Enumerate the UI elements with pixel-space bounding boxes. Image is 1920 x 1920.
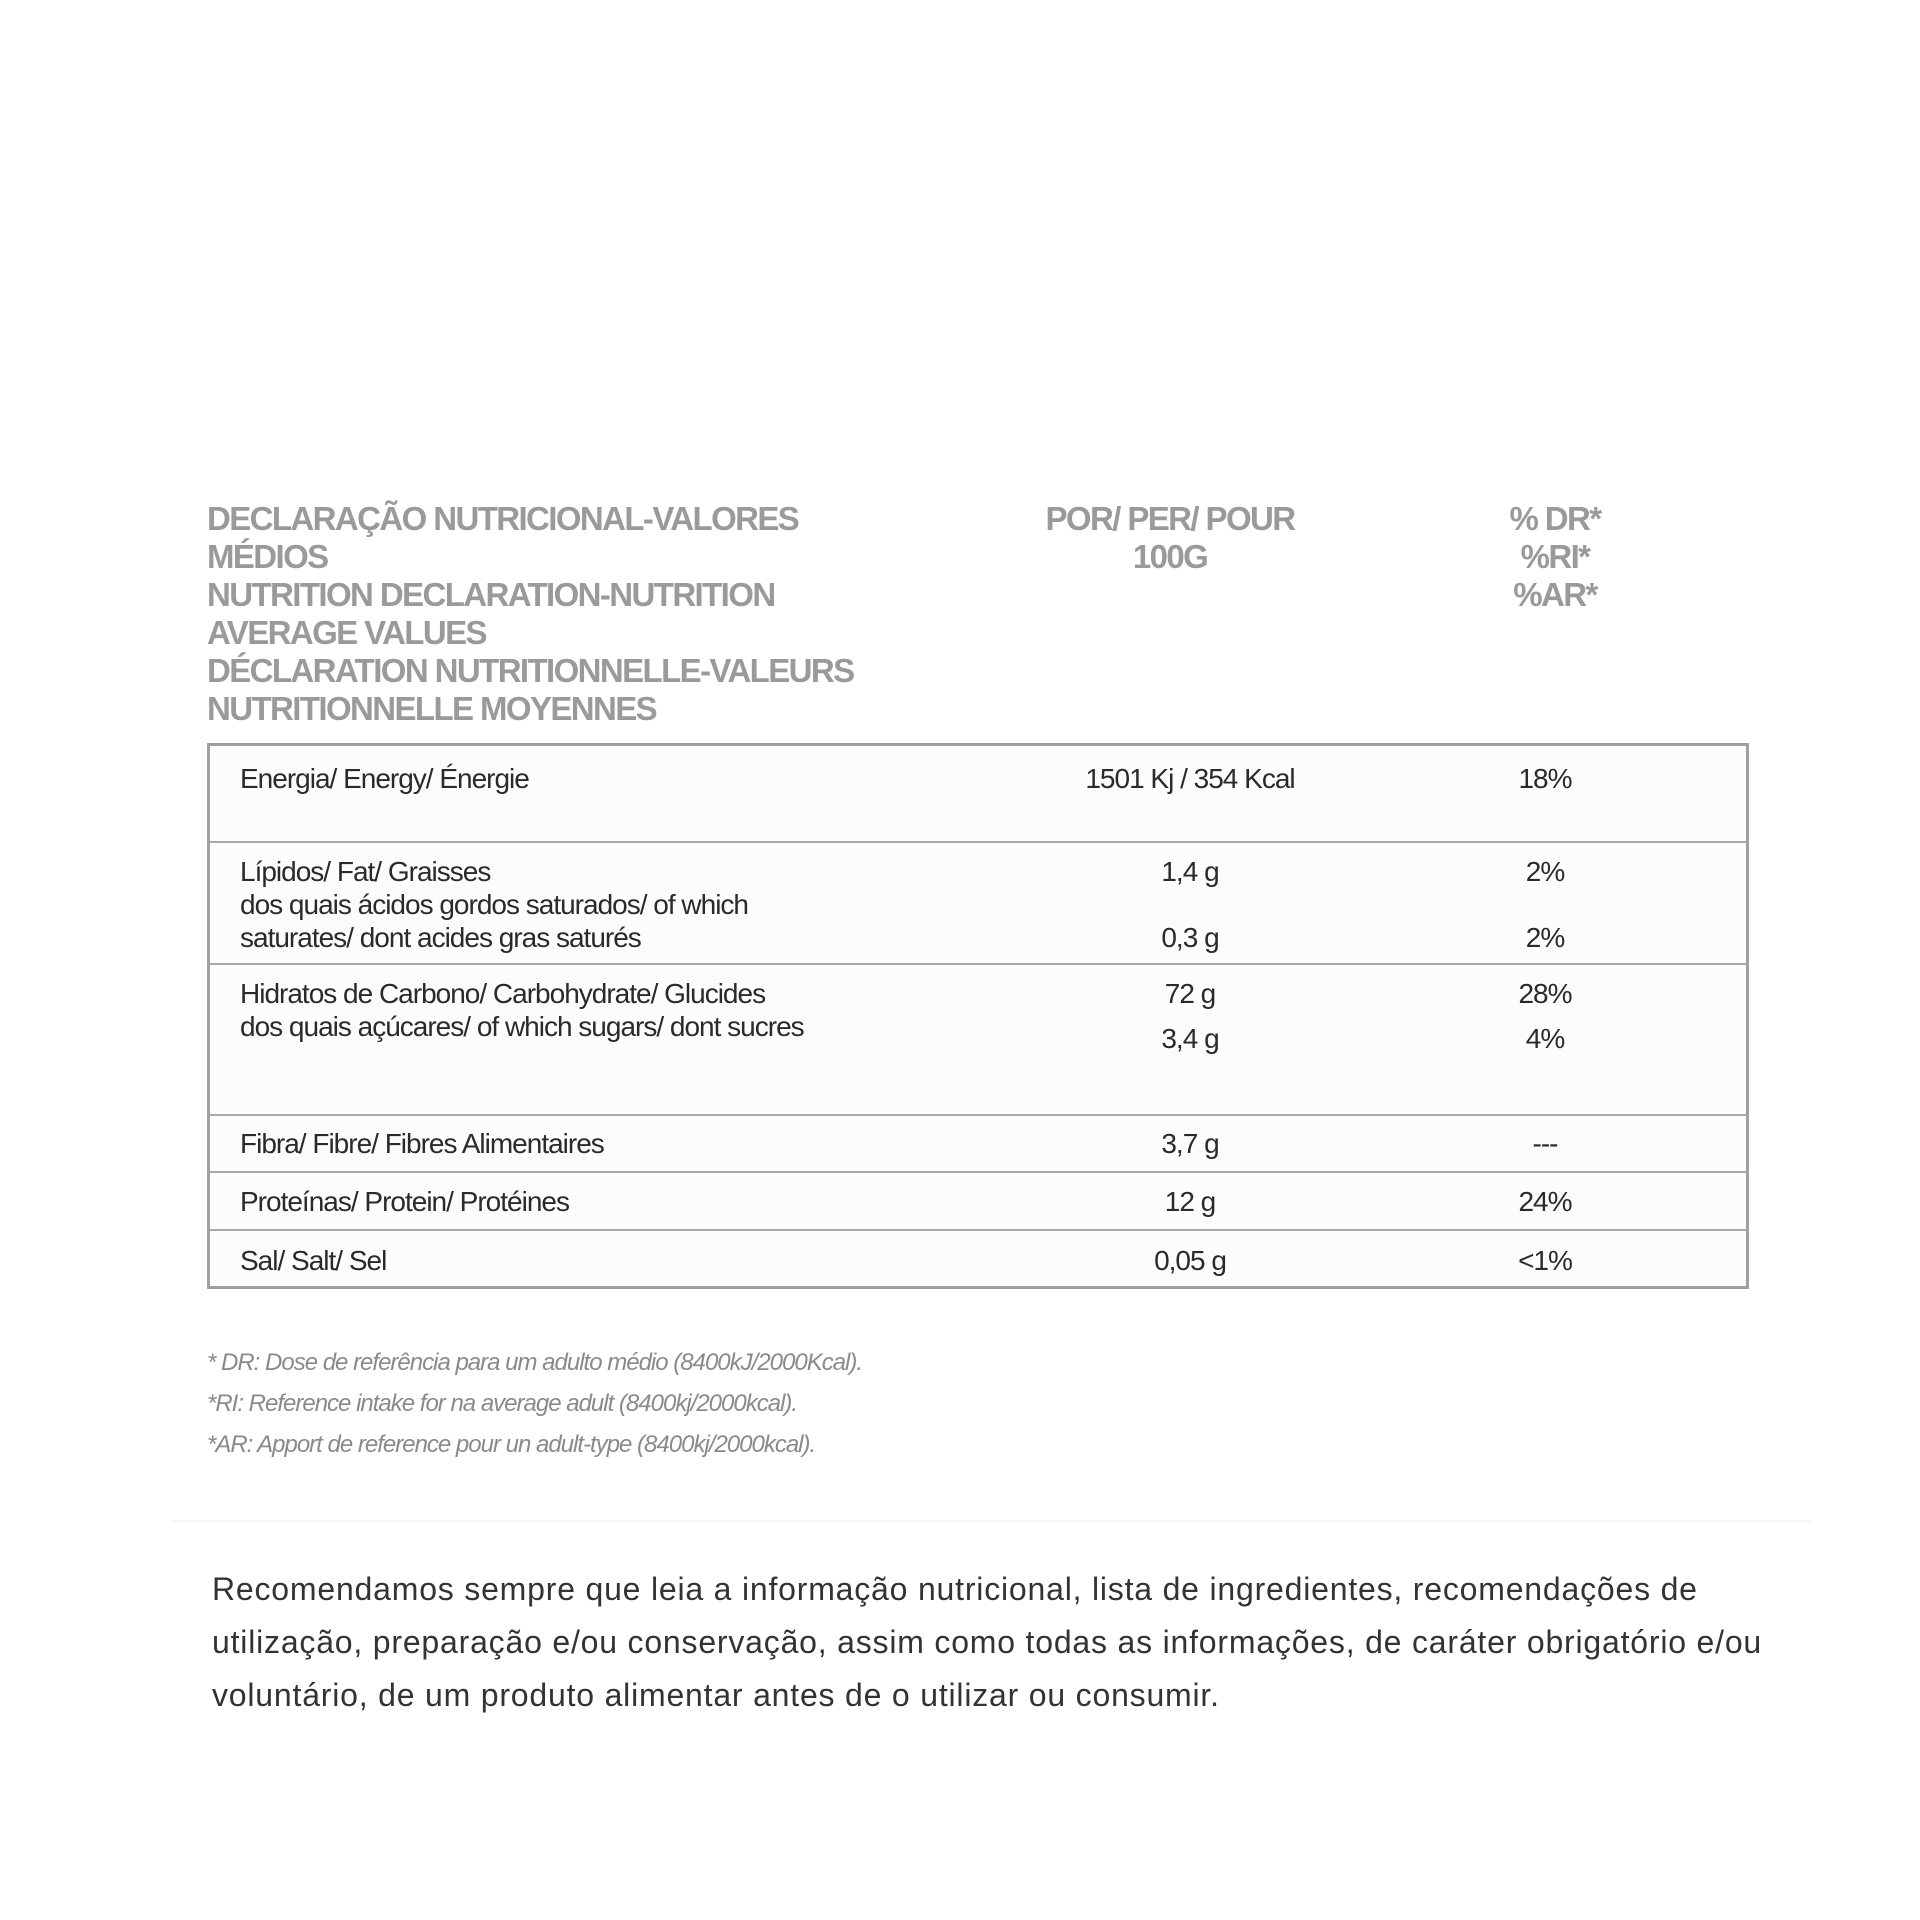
footnotes: * DR: Dose de referência para um adulto … [207, 1342, 863, 1465]
table-row: Hidratos de Carbono/ Carbohydrate/ Gluci… [210, 965, 1746, 1116]
table-row: Lípidos/ Fat/ Graisses dos quais ácidos g… [210, 843, 1746, 965]
nutrient-label: Proteínas/ Protein/ Protéines [240, 1186, 570, 1217]
nutrient-label: saturates/ dont acides gras saturés [240, 922, 642, 953]
reference-intake-percent: 2% [1525, 922, 1565, 953]
reference-intake-percent: 2% [1525, 856, 1565, 887]
amount-per-100g: 0,3 g [1161, 922, 1219, 953]
reference-intake-percent: 4% [1525, 1023, 1565, 1054]
nutrition-table: Energia/ Energy/ Énergie 1501 Kj / 354 Kc… [207, 743, 1749, 1289]
reference-intake-percent: 28% [1518, 978, 1572, 1009]
header-line: AVERAGE VALUES [207, 614, 488, 651]
table-row: Energia/ Energy/ Énergie 1501 Kj / 354 Kc… [210, 746, 1746, 843]
reference-intake-percent: 18% [1518, 763, 1572, 794]
reference-intake-percent: --- [1532, 1128, 1559, 1159]
footnote-ar: *AR: Apport de reference pour un adult-t… [207, 1431, 816, 1458]
header-line: %AR* [1513, 576, 1598, 613]
table-row: Sal/ Salt/ Sel 0,05 g <1% [210, 1231, 1746, 1284]
header-line: POR/ PER/ POUR [1045, 500, 1297, 537]
header-line: %RI* [1520, 538, 1591, 575]
amount-per-100g: 3,7 g [1161, 1128, 1219, 1159]
reference-intake-percent: 24% [1518, 1186, 1572, 1217]
footnote-dr: * DR: Dose de referência para um adulto … [207, 1349, 863, 1376]
nutrient-label: dos quais açúcares/ of which sugars/ don… [240, 1011, 805, 1042]
amount-per-100g: 1,4 g [1161, 856, 1219, 887]
reference-intake-percent: <1% [1518, 1245, 1573, 1276]
header-line: NUTRITION DECLARATION-NUTRITION [207, 576, 776, 613]
nutrient-label: Energia/ Energy/ Énergie [240, 763, 530, 794]
amount-per-100g: 0,05 g [1154, 1245, 1227, 1276]
nutrient-label: Sal/ Salt/ Sel [240, 1245, 387, 1276]
header-line: 100G [1132, 538, 1209, 575]
header-line: % DR* [1509, 500, 1602, 537]
header-line: MÉDIOS [207, 538, 329, 575]
table-row: Fibra/ Fibre/ Fibres Alimentaires 3,7 g --… [210, 1116, 1746, 1173]
nutrient-label: Hidratos de Carbono/ Carbohydrate/ Gluci… [240, 978, 766, 1009]
table-row: Proteínas/ Protein/ Protéines 12 g 24% [210, 1173, 1746, 1231]
footnote-ri: *RI: Reference intake for na average adu… [207, 1390, 798, 1417]
divider [170, 1520, 1810, 1524]
amount-per-100g: 1501 Kj / 354 Kcal [1085, 763, 1295, 794]
nutrient-label: Lípidos/ Fat/ Graisses [240, 856, 491, 887]
header-line: DÉCLARATION NUTRITIONNELLE-VALEURS [207, 652, 855, 689]
disclaimer-text: Recomendamos sempre que leia a informaçã… [212, 1571, 1763, 1713]
header-title: DECLARAÇÃO NUTRICIONAL-VALORES MÉDIOS NU… [207, 500, 855, 728]
amount-per-100g: 72 g [1164, 978, 1217, 1009]
nutrient-label: dos quais ácidos gordos saturados/ of wh… [240, 889, 749, 920]
header-line: NUTRITIONNELLE MOYENNES [207, 690, 658, 727]
amount-per-100g: 12 g [1164, 1186, 1217, 1217]
header-per-100g: POR/ PER/ POUR 100G [1000, 500, 1340, 576]
header-line: DECLARAÇÃO NUTRICIONAL-VALORES [207, 500, 800, 537]
header-reference-intake: % DR* %RI* %AR* [1440, 500, 1670, 614]
nutrient-label: Fibra/ Fibre/ Fibres Alimentaires [240, 1128, 605, 1159]
amount-per-100g: 3,4 g [1161, 1023, 1219, 1054]
